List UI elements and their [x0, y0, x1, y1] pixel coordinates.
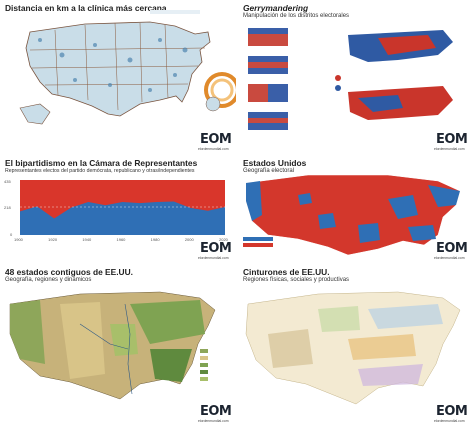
house-area-chart [20, 180, 225, 235]
us-outline [25, 21, 211, 117]
red-counties [245, 174, 461, 256]
terrain-zones [10, 300, 205, 382]
rivers [79, 303, 133, 395]
panel-distance-map: Distancia en km a la clínica más cercana… [0, 0, 236, 153]
eom-logo: EOM [436, 132, 468, 147]
x-tick-label: 2020 [219, 237, 228, 242]
belt-regions [268, 304, 443, 386]
legend-ring [204, 72, 236, 108]
y-tick-mid: 218 [4, 205, 11, 210]
panel-contiguous-states: 48 estados contiguos de EE.UU. Geografía… [0, 264, 236, 425]
panel-subtitle: Manipulación de los distritos electorale… [243, 13, 350, 19]
clinic-dots [38, 38, 188, 92]
panel-subtitle: Representantes electos del partido demóc… [5, 168, 195, 174]
legend-swatch-dem [243, 237, 273, 241]
eom-logo: EOM [200, 404, 232, 419]
belts-map-svg [245, 291, 461, 405]
eom-logo-subtitle: elordenmundial.com [198, 419, 229, 423]
alaska-inset [19, 103, 51, 125]
panel-bipartisanship: El bipartidismo en la Cámara de Represen… [0, 155, 236, 262]
electoral-map-svg [243, 174, 461, 256]
gerry-svg [248, 28, 453, 130]
panel-subtitle: Regiones físicas, sociales y productivas [243, 277, 350, 283]
eom-logo-subtitle: elordenmundial.com [434, 256, 465, 260]
legend-swatches [200, 349, 208, 381]
eom-logo-subtitle: elordenmundial.com [198, 256, 229, 260]
x-tick-label: 1980 [150, 237, 160, 242]
eom-logo: EOM [200, 241, 232, 256]
eom-logo-subtitle: elordenmundial.com [434, 419, 465, 423]
eom-logo: EOM [436, 404, 468, 419]
panel-title: 48 estados contiguos de EE.UU. [5, 267, 133, 277]
x-tick-label: 1920 [48, 237, 58, 242]
hawaii-inset [205, 96, 221, 112]
panel-us-belts: Cinturones de EE.UU. Regiones físicas, s… [238, 264, 474, 425]
y-tick-bottom: 0 [10, 232, 13, 237]
eom-logo-subtitle: elordenmundial.com [434, 147, 465, 151]
panel-subtitle: Geografía electoral [243, 168, 295, 174]
democrat-area [20, 201, 225, 235]
distance-map-svg [19, 10, 236, 125]
panel-title: Estados Unidos [243, 158, 307, 168]
legend-bar [150, 10, 200, 14]
contiguous-map-svg [9, 291, 216, 400]
panel-electoral-geography: Estados Unidos Geografía electoral EOM e… [238, 155, 474, 262]
y-tick-top: 435 [4, 179, 11, 184]
panel-subtitle: Geografía, regiones y dinámicos [5, 277, 92, 283]
panel-title: Cinturones de EE.UU. [243, 267, 330, 277]
x-tick-label: 1900 [14, 237, 23, 242]
eom-logo: EOM [200, 132, 232, 147]
panel-title: El bipartidismo en la Cámara de Represen… [5, 158, 198, 168]
x-tick-label: 1940 [82, 237, 92, 242]
blue-counties [246, 181, 460, 243]
panel-gerrymandering: Gerrymandering Manipulación de los distr… [238, 0, 474, 153]
district-grids [248, 28, 288, 130]
panel-title: Gerrymandering [243, 3, 309, 13]
eom-logo: EOM [436, 241, 468, 256]
x-tick-label: 1960 [116, 237, 126, 242]
state-borders [29, 22, 206, 111]
panel-title: Distancia en km a la clínica más cercana [5, 3, 167, 13]
x-tick-label: 2000 [184, 237, 194, 242]
eom-logo-subtitle: elordenmundial.com [198, 147, 229, 151]
legend-swatch-rep [243, 243, 273, 247]
